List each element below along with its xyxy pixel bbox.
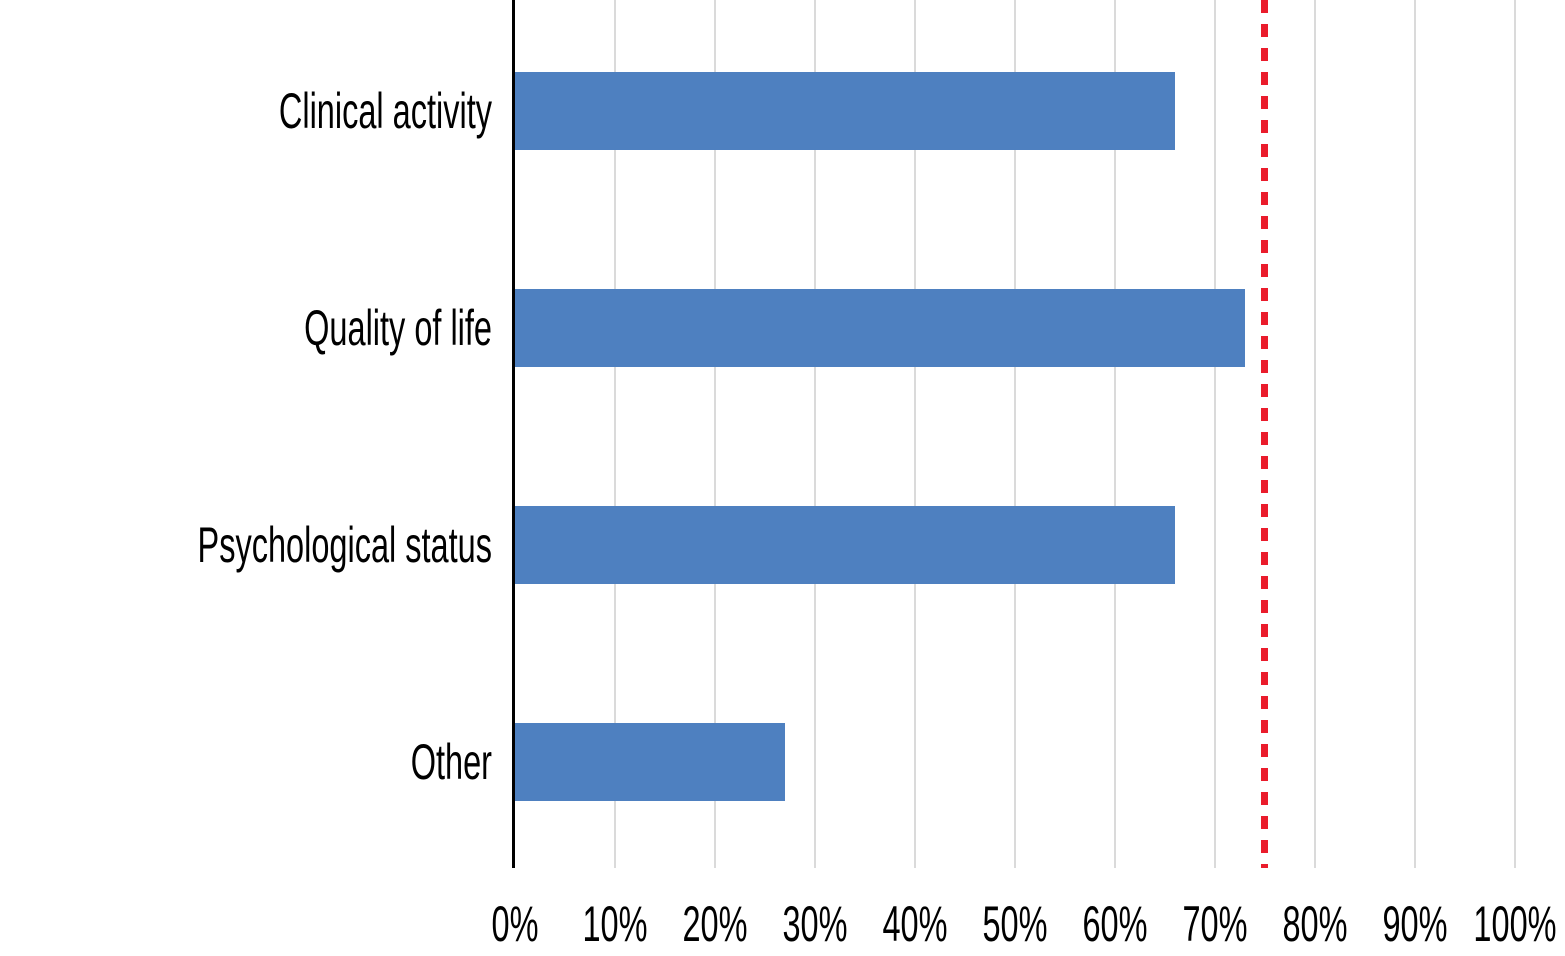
reference-line-75pct: [1261, 0, 1268, 868]
x-tick-label: 0%: [491, 896, 539, 952]
bar-other: [515, 723, 785, 801]
x-tick-label: 10%: [582, 896, 648, 952]
bar-quality-of-life: [515, 289, 1245, 367]
gridline: [1014, 0, 1016, 868]
x-tick-label: 50%: [982, 896, 1048, 952]
x-tick-label: 80%: [1282, 896, 1348, 952]
gridline: [1114, 0, 1116, 868]
gridline: [1514, 0, 1516, 868]
gridline: [614, 0, 616, 868]
gridline: [914, 0, 916, 868]
gridline: [814, 0, 816, 868]
x-tick-label: 90%: [1382, 896, 1448, 952]
gridline: [1214, 0, 1216, 868]
category-label: Clinical activity: [278, 83, 492, 139]
y-axis-line: [512, 0, 515, 868]
category-label: Psychological status: [197, 517, 492, 573]
bar-psychological-status: [515, 506, 1175, 584]
x-tick-label: 60%: [1082, 896, 1148, 952]
gridline: [1314, 0, 1316, 868]
gridline: [1414, 0, 1416, 868]
x-tick-label: 30%: [782, 896, 848, 952]
category-label: Other: [410, 734, 492, 790]
x-tick-label: 100%: [1473, 896, 1557, 952]
x-tick-label: 20%: [682, 896, 748, 952]
x-tick-label: 40%: [882, 896, 948, 952]
bar-clinical-activity: [515, 72, 1175, 150]
gridline: [714, 0, 716, 868]
x-tick-label: 70%: [1182, 896, 1248, 952]
category-label: Quality of life: [304, 300, 492, 356]
